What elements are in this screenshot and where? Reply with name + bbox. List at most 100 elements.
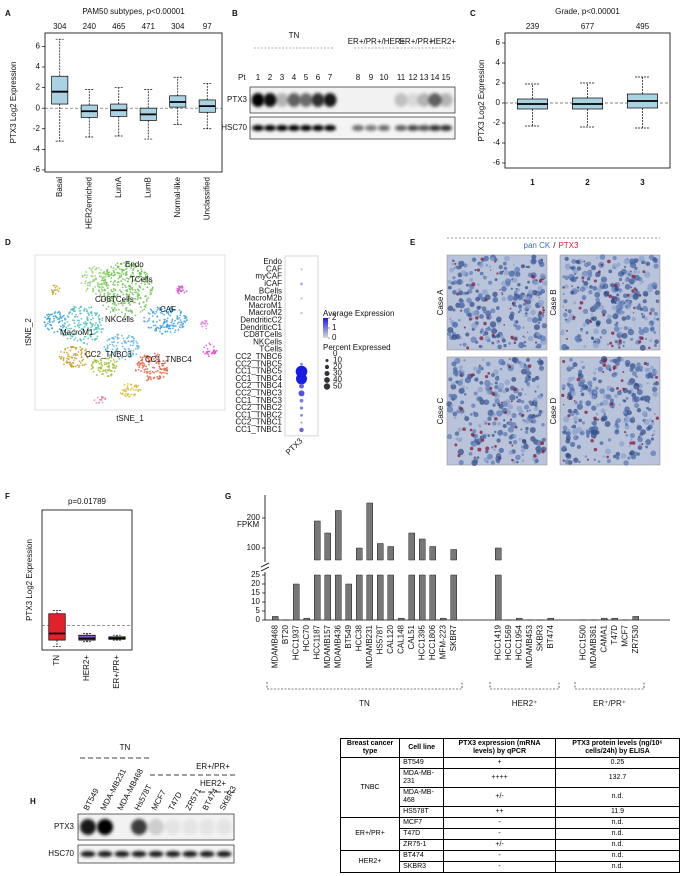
tissue-texture [618,310,621,313]
tissue-texture [459,460,464,465]
cell-point [209,351,211,353]
tissue-texture [508,404,513,409]
cell-point [172,327,174,329]
stain-texture [627,294,630,297]
tissue-texture [565,318,567,320]
tissue-texture [525,430,529,434]
stain-texture [485,423,486,424]
tissue-texture [492,403,495,406]
cell-point [204,320,206,322]
stain-texture [633,307,636,310]
cell-point [178,288,180,290]
y-tick-label: -4 [33,144,41,153]
cell-point [162,372,164,374]
cell-point [89,321,91,323]
tissue-texture [541,289,545,293]
x-tick-label: ZR7530 [631,624,640,653]
stain-texture [487,316,489,318]
cell-point [138,290,140,292]
tissue-texture [593,329,598,334]
stain-texture [563,459,565,461]
y-tick-label: -6 [493,158,501,167]
tissue-texture [465,377,471,383]
blot-band [148,819,164,835]
cell-point [133,338,135,340]
cell-point [98,267,100,269]
dot [300,312,302,314]
legend-dot [324,377,330,383]
tissue-texture [568,409,572,413]
tissue-texture [524,341,527,344]
tissue-texture [646,309,648,311]
tissue-texture [511,377,516,382]
tissue-texture [561,344,567,350]
tissue-texture [573,416,578,421]
tissue-texture [484,399,490,405]
bar [451,550,457,621]
bar [495,548,501,620]
cell-point [102,272,104,274]
stain-texture [496,272,498,274]
stain-texture [539,297,540,298]
cell-point [86,277,88,279]
tissue-texture [477,283,480,286]
tissue-texture [542,280,547,285]
tissue-texture [534,324,540,330]
tissue-texture [447,434,452,439]
cell-point [107,284,109,286]
stain-texture [511,459,514,462]
cell-point [49,318,51,320]
legend-tick-label: 0 [332,333,337,342]
dot [301,327,302,328]
cell-point [161,364,163,366]
tissue-texture [616,456,620,460]
cell-point [127,310,129,312]
cell-point [106,372,108,374]
stain-texture [561,394,564,397]
tissue-texture [496,306,500,310]
cell-point [54,285,56,287]
tissue-texture [506,399,511,404]
tissue-texture [639,327,641,329]
cell-point [132,272,134,274]
tissue-texture [645,439,651,445]
upper-whisker [635,77,650,94]
cell-point [75,314,77,316]
y-tick-label: 10 [251,597,260,606]
stain-texture [602,314,605,317]
tissue-texture [600,282,604,286]
upper-whisker [53,610,61,613]
stain-texture [637,389,639,391]
tissue-texture [614,326,620,332]
stain-texture [569,397,572,400]
panel-label: F [5,492,10,501]
cell-point [140,311,142,313]
cell-point [73,359,75,361]
cell-point [205,325,207,327]
group-bracket [267,682,462,689]
tissue-texture [618,271,624,277]
cell-point [94,333,96,335]
cell-point [149,313,151,315]
stain-texture [587,459,589,461]
table-cell: - [444,818,556,829]
cell-point [77,354,79,356]
tissue-texture [542,323,547,328]
stain-texture [638,340,641,343]
tissue-texture [581,361,584,364]
cell-point [117,278,119,280]
tissue-texture [492,422,496,426]
cell-point [150,327,152,329]
tissue-texture [606,318,612,324]
cell-point [95,269,97,271]
tissue-texture [649,255,654,260]
cell-point [98,402,100,404]
blot-band [166,851,181,857]
bar [409,533,415,620]
tissue-texture [593,342,599,348]
tissue-texture [568,309,572,313]
dot [301,349,302,350]
legend-dot [324,383,330,389]
tissue-texture [451,263,454,266]
stain-texture [480,431,483,434]
